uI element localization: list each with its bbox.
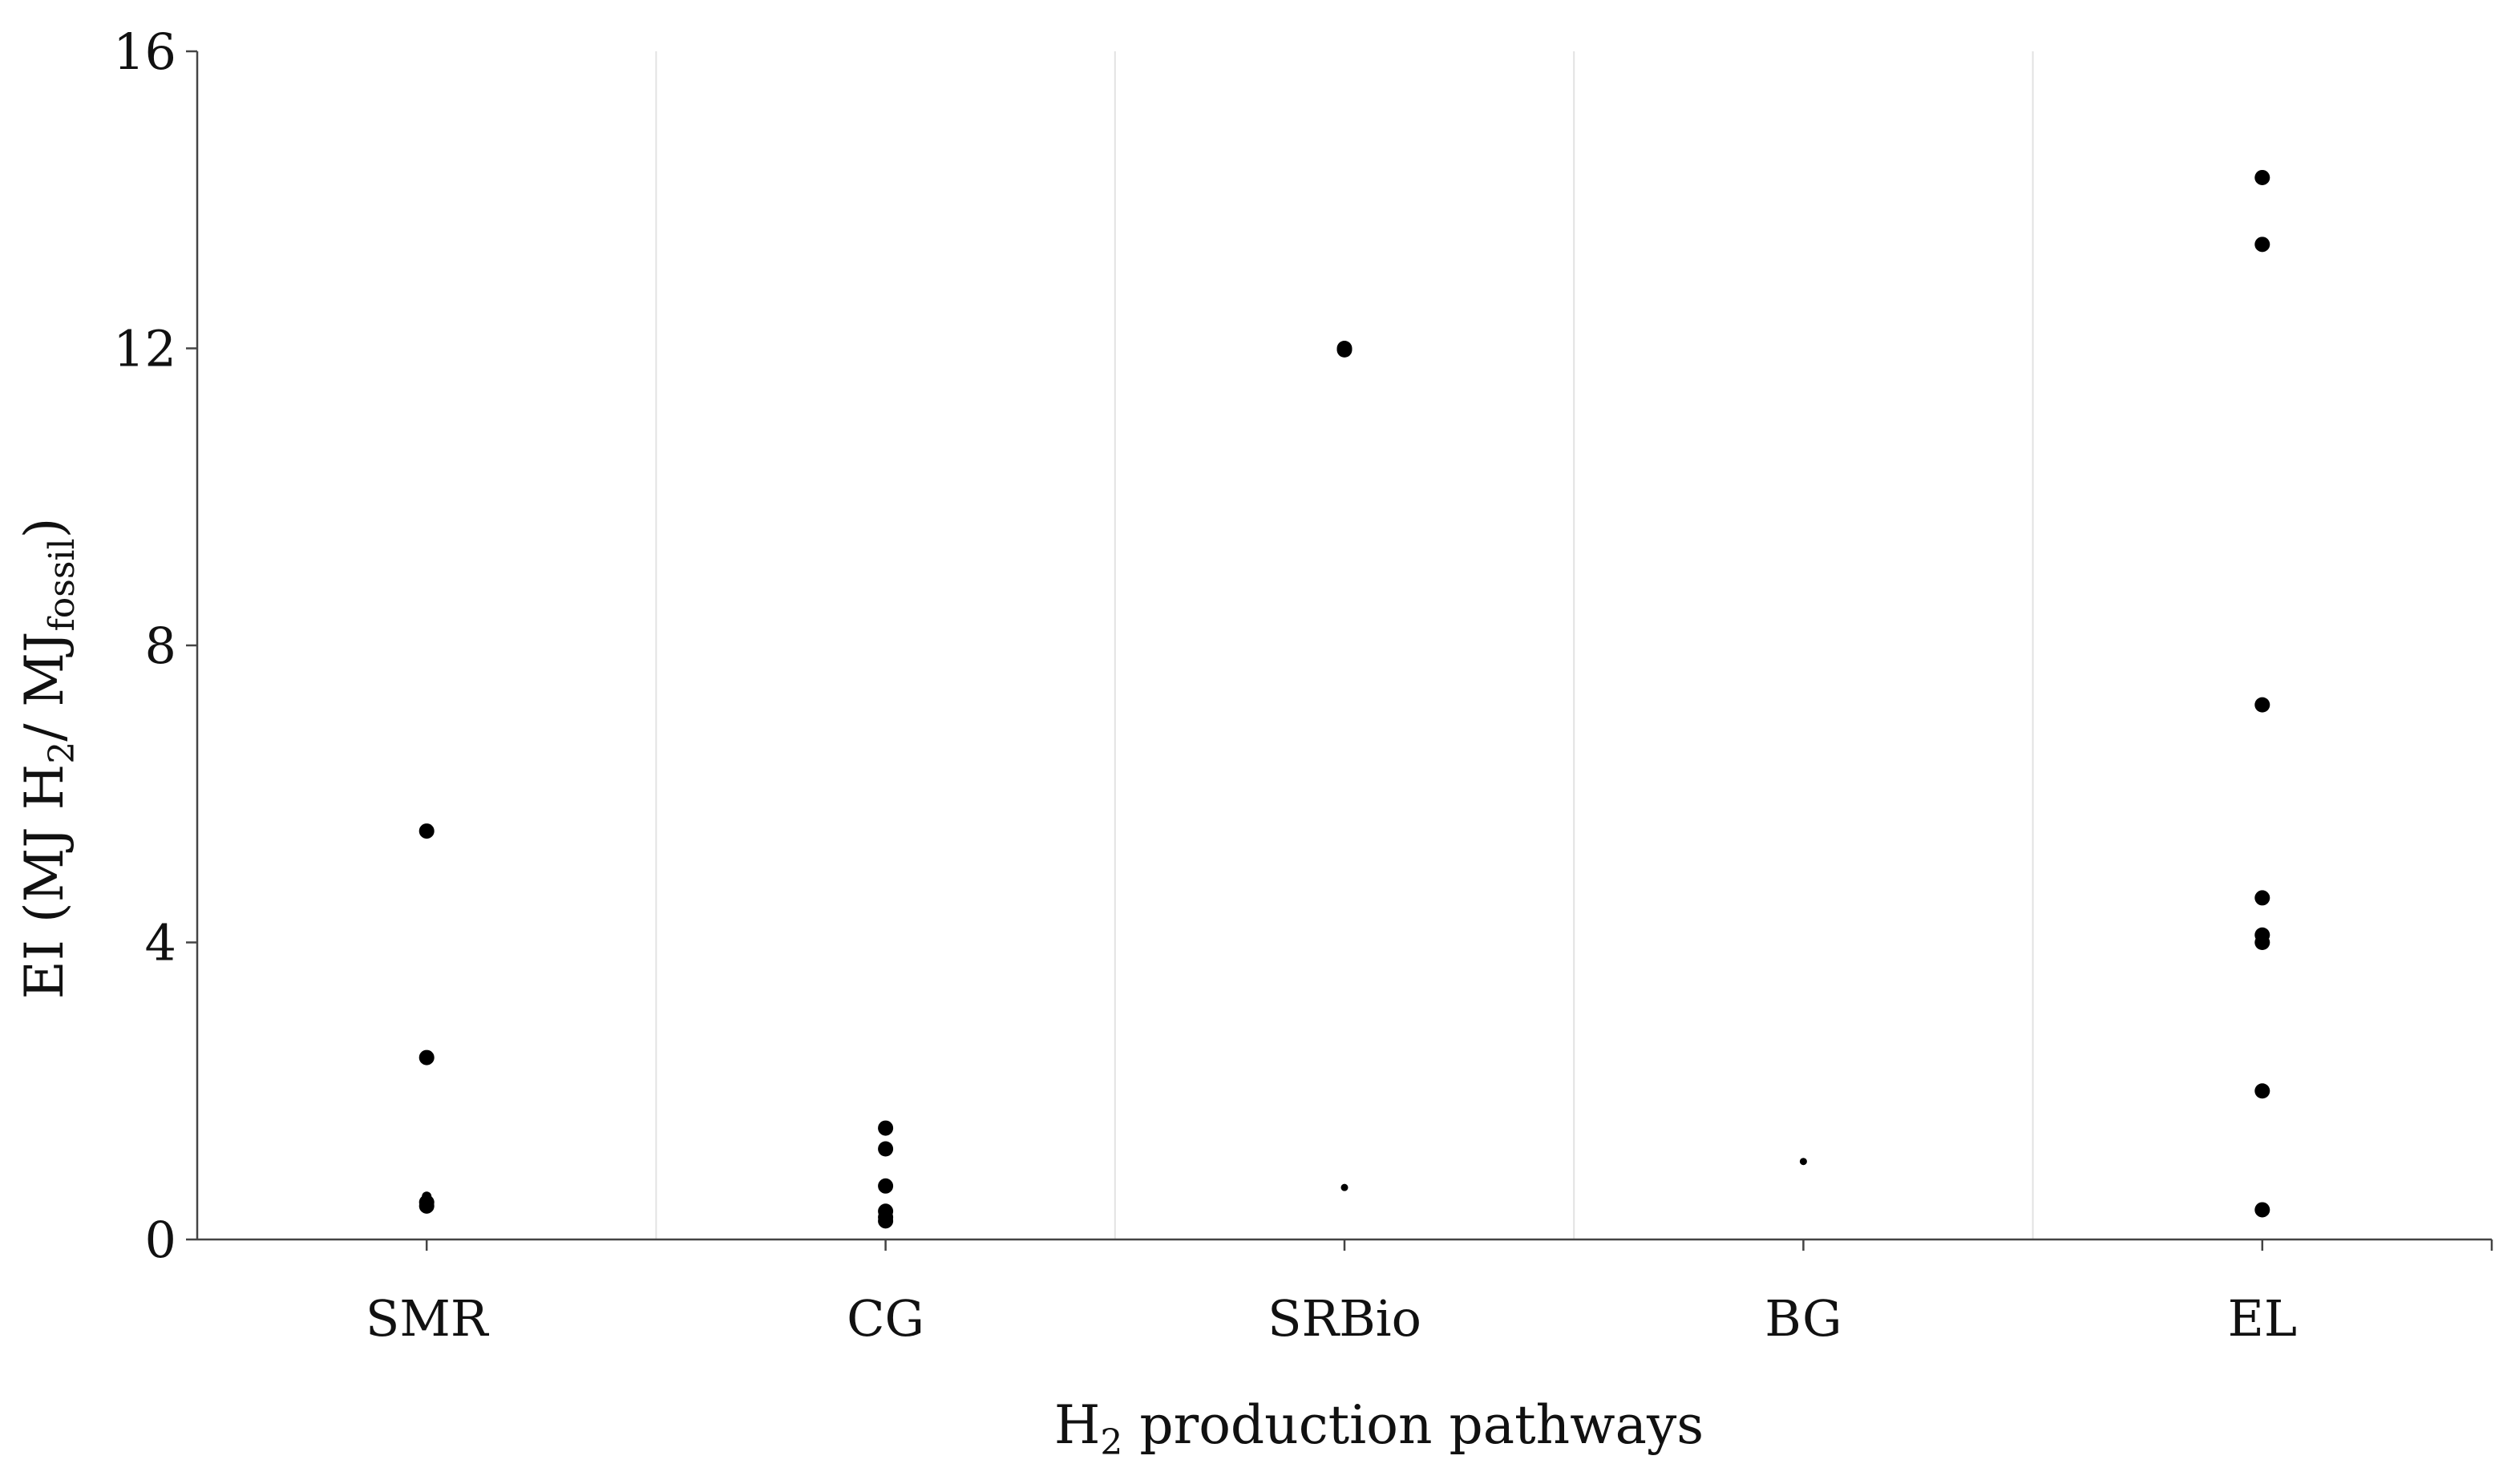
data-point-el [2254,1083,2270,1099]
data-point-el [2254,1202,2270,1218]
points-layer [418,169,2270,1229]
labels-layer: 0 4 8 12 16 SMR CG SRBio BG EL [113,22,2297,1348]
x-axis-title-suffix: production pathways [1122,1394,1704,1456]
x-axis-title-prefix: H [1054,1394,1101,1456]
data-point-el [2254,697,2270,713]
x-tick-label-smr: SMR [366,1289,490,1348]
x-tick-label-bg: BG [1765,1289,1842,1348]
y-tick-label: 16 [113,22,176,81]
x-axis-title-subscript: 2 [1100,1422,1122,1463]
data-point-srbio [1336,342,1352,358]
y-axis-title-part1: EI (MJ H [14,764,75,1000]
data-point-cg [878,1178,894,1194]
data-point-cg [878,1213,894,1229]
data-point-el [2254,169,2270,185]
data-point-el [2254,935,2270,950]
grid-layer [655,51,2034,1239]
y-axis-title-sub1: 2 [42,742,83,764]
data-point-smr [418,1198,435,1214]
y-axis-title-part2: / MJ [14,632,75,742]
x-axis-title: H2 production pathways [1054,1394,1704,1463]
y-tick-label: 0 [145,1211,176,1269]
data-point-el [2254,237,2270,253]
data-point-cg [878,1120,894,1136]
y-axis-title-sub2: fossil [42,538,83,631]
y-tick-label: 8 [145,617,176,675]
x-tick-label-srbio: SRBio [1268,1289,1421,1348]
data-point-cg [878,1141,894,1157]
data-point-smr [418,1049,435,1065]
data-point-srbio [1340,1183,1348,1191]
data-point-bg [1799,1158,1807,1166]
x-tick-label-el: EL [2228,1289,2297,1348]
y-axis-title-part3: ) [14,518,75,539]
data-point-smr [418,823,435,839]
axes-layer [186,50,2493,1251]
x-tick-label-cg: CG [847,1289,924,1348]
y-tick-label: 12 [113,320,176,378]
y-axis-title: EI (MJ H2/ MJfossil) [14,518,83,1000]
data-point-el [2254,890,2270,906]
y-tick-label: 4 [145,914,176,972]
